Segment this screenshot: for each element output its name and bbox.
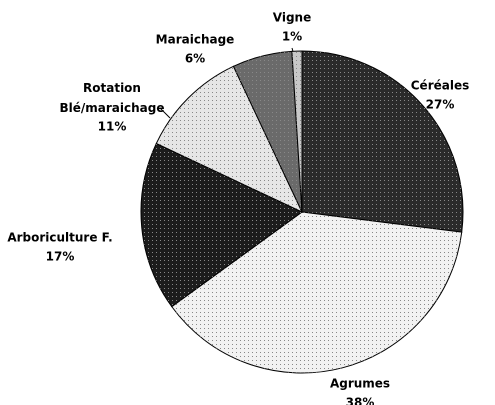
slice-label: Agrumes [330, 377, 390, 391]
slice-value-label: 6% [185, 52, 205, 66]
slice-value-label: 1% [282, 30, 302, 44]
slice-value-label: 11% [98, 120, 127, 134]
slice-label: Arboriculture F. [7, 231, 112, 245]
slice-label: Maraichage [156, 33, 235, 47]
slice-value-label: 38% [346, 396, 375, 405]
slice-label: Rotation Blé/maraichage [60, 81, 165, 115]
slice-label: Céréales [411, 79, 470, 93]
slice-label: Vigne [273, 11, 311, 25]
slice-value-label: 17% [46, 250, 75, 264]
slice-value-label: 27% [426, 98, 455, 112]
